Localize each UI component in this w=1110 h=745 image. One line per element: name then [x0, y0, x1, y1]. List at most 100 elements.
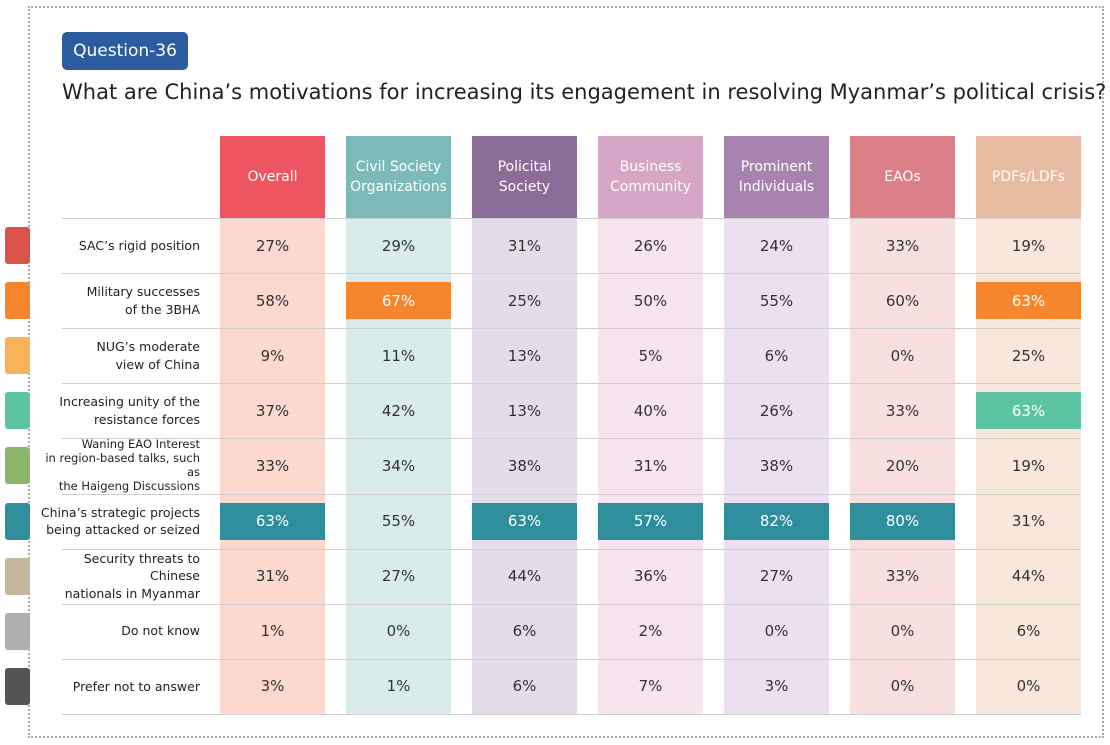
cell-value: 24%	[759, 236, 794, 255]
cell-value: 13%	[507, 401, 542, 420]
column-header: Overall	[220, 136, 325, 218]
row-label: Do not know	[121, 623, 200, 639]
cell-value: 33%	[255, 456, 290, 475]
cell-value: 44%	[1011, 567, 1046, 586]
cell-value: 42%	[381, 401, 416, 420]
cell-value: 3%	[764, 677, 789, 696]
cell-value: 31%	[1011, 512, 1046, 531]
cell-value: 13%	[507, 346, 542, 365]
column-body	[220, 218, 325, 714]
highlight	[724, 502, 829, 540]
row-label: China’s strategic projects being attacke…	[40, 504, 200, 538]
cell-value: 20%	[885, 456, 920, 475]
row-rule	[62, 603, 1081, 605]
row-label: Increasing unity of the resistance force…	[59, 394, 200, 427]
cell-value: 7%	[638, 677, 663, 696]
column-header: Business Community	[598, 136, 703, 218]
column-body	[472, 218, 577, 714]
cell-value: 55%	[759, 291, 794, 310]
cell-value: 0%	[1016, 677, 1041, 696]
cell-value: 58%	[255, 291, 290, 310]
cell-value: 6%	[1016, 622, 1041, 641]
row-label: Prefer not to answer	[72, 678, 200, 694]
row-rule	[62, 658, 1081, 660]
column-body	[598, 218, 703, 714]
highlight	[472, 502, 577, 540]
cell-value: 2%	[638, 622, 663, 641]
cell-value: 5%	[638, 346, 663, 365]
cell-value: 19%	[1011, 236, 1046, 255]
cell-value: 3%	[260, 677, 285, 696]
cell-value: 9%	[260, 346, 285, 365]
cell-value: 40%	[633, 401, 668, 420]
cell-value: 0%	[386, 622, 411, 641]
column-body	[850, 218, 955, 714]
cell-value: 0%	[764, 622, 789, 641]
row-rule	[62, 383, 1081, 385]
cell-value: 26%	[633, 236, 668, 255]
highlight	[850, 502, 955, 540]
cell-value: 0%	[890, 622, 915, 641]
row-label: Security threats to Chinese nationals in…	[64, 550, 200, 601]
cell-value: 25%	[1011, 346, 1046, 365]
cell-value: 55%	[381, 512, 416, 531]
cell-value: 33%	[885, 401, 920, 420]
cell-value: 57%	[633, 512, 668, 531]
cell-value: 63%	[1011, 401, 1046, 420]
cell-value: 82%	[759, 512, 794, 531]
cell-value: 50%	[633, 291, 668, 310]
column-header: EAOs	[850, 136, 955, 218]
cell-value: 25%	[507, 291, 542, 310]
cell-value: 31%	[255, 567, 290, 586]
row-rule	[62, 713, 1081, 715]
row-rule	[62, 218, 1081, 219]
cell-value: 1%	[386, 677, 411, 696]
row-label: SAC’s rigid position	[78, 237, 200, 253]
row-rule	[62, 438, 1081, 440]
highlight	[220, 502, 325, 540]
cell-value: 38%	[507, 456, 542, 475]
cell-value: 63%	[507, 512, 542, 531]
cell-value: 6%	[764, 346, 789, 365]
row-label: Military successes of the 3BHA	[86, 284, 200, 317]
title: What are China’s motivations for increas…	[62, 80, 1107, 104]
row-swatch	[5, 282, 30, 320]
cell-value: 33%	[885, 567, 920, 586]
cell-value: 44%	[507, 567, 542, 586]
row-swatch	[5, 337, 30, 375]
cell-value: 80%	[885, 512, 920, 531]
column-header: PDFs/LDFs	[976, 136, 1081, 218]
question-badge: Question-36	[62, 32, 188, 70]
cell-value: 37%	[255, 401, 290, 420]
cell-value: 6%	[512, 622, 537, 641]
row-rule	[62, 493, 1081, 495]
row-rule	[62, 273, 1081, 275]
row-swatch	[5, 612, 30, 650]
cell-value: 63%	[255, 512, 290, 531]
cell-value: 34%	[381, 456, 416, 475]
cell-value: 31%	[633, 456, 668, 475]
cell-value: 11%	[381, 346, 416, 365]
cell-value: 0%	[890, 677, 915, 696]
cell-value: 60%	[885, 291, 920, 310]
cell-value: 67%	[381, 291, 416, 310]
row-rule	[62, 548, 1081, 550]
column-header: Civil Society Organizations	[346, 136, 451, 218]
highlight	[976, 282, 1081, 320]
row-rule	[62, 328, 1081, 330]
cell-value: 63%	[1011, 291, 1046, 310]
cell-value: 31%	[507, 236, 542, 255]
column-header: Prominent Individuals	[724, 136, 829, 218]
cell-value: 27%	[255, 236, 290, 255]
row-swatch	[5, 667, 30, 705]
highlight	[976, 392, 1081, 430]
cell-value: 1%	[260, 622, 285, 641]
row-swatch	[5, 227, 30, 264]
column-body	[724, 218, 829, 714]
cell-value: 27%	[759, 567, 794, 586]
cell-value: 38%	[759, 456, 794, 475]
cell-value: 29%	[381, 236, 416, 255]
cell-value: 27%	[381, 567, 416, 586]
cell-value: 33%	[885, 236, 920, 255]
